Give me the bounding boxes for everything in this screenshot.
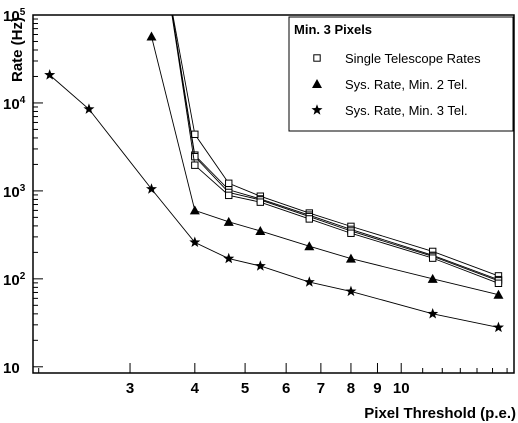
data-point-3-5	[347, 229, 355, 237]
data-point-4-2	[223, 216, 234, 226]
data-point-5-4	[223, 252, 235, 264]
data-point-4-0	[146, 31, 157, 41]
plot-frame	[32, 14, 515, 374]
y-tick-label: 102	[3, 271, 26, 289]
data-point-2-1	[191, 152, 199, 161]
series-line-4	[151, 36, 499, 296]
y-tick-label: 104	[3, 95, 26, 113]
legend-marker-2	[311, 104, 323, 115]
x-tick-label: 8	[347, 380, 355, 397]
legend-label-2: Sys. Rate, Min. 3 Tel.	[345, 103, 468, 118]
y-axis-title: Rate (Hz)	[9, 17, 26, 82]
data-point-0-2	[225, 179, 233, 188]
data-point-4-6	[427, 273, 438, 283]
data-point-4-1	[189, 205, 200, 215]
y-tick-label: 103	[3, 183, 26, 201]
x-tick-label: 4	[191, 380, 200, 397]
legend-marker-0	[313, 54, 321, 62]
series-line-0	[172, 15, 499, 277]
x-tick-label: 9	[373, 380, 381, 397]
data-point-3-2	[225, 191, 233, 200]
data-point-5-2	[145, 183, 158, 194]
legend: Min. 3 Pixels Single Telescope Rates Sys. …	[288, 16, 514, 132]
x-axis-title: Pixel Threshold (p.e.)	[364, 405, 516, 422]
series-line-2	[171, 15, 499, 282]
legend-label-0: Single Telescope Rates	[345, 51, 481, 66]
x-tick-label: 3	[126, 380, 134, 397]
x-tick-label: 5	[241, 380, 249, 397]
series-line-1	[171, 15, 499, 281]
data-point-5-0	[44, 69, 56, 80]
series-line-5	[49, 74, 499, 328]
data-point-5-1	[83, 103, 95, 114]
data-point-3-6	[428, 254, 437, 262]
x-tick-label: 10	[393, 380, 410, 397]
legend-box	[288, 16, 514, 132]
data-point-5-6	[303, 276, 315, 287]
data-point-0-1	[191, 130, 199, 139]
legend-marker-1	[312, 79, 322, 88]
data-point-5-5	[254, 260, 266, 271]
legend-label-1: Sys. Rate, Min. 2 Tel.	[345, 77, 468, 92]
data-point-3-1	[191, 161, 199, 169]
data-point-4-5	[345, 253, 356, 263]
data-point-3-3	[256, 198, 265, 206]
series-line-3	[171, 15, 499, 284]
data-point-5-8	[427, 308, 439, 319]
legend-title: Min. 3 Pixels	[294, 22, 372, 37]
data-point-3-4	[305, 215, 314, 223]
data-point-4-7	[493, 289, 504, 299]
data-point-5-3	[189, 236, 201, 248]
data-point-3-7	[494, 279, 503, 287]
data-point-4-4	[304, 241, 315, 251]
x-tick-label: 6	[282, 380, 290, 397]
series-layer	[44, 15, 504, 333]
y-tick-label: 10	[3, 360, 20, 377]
data-point-4-3	[255, 225, 266, 235]
data-point-5-9	[492, 321, 504, 333]
x-tick-label: 7	[317, 380, 325, 397]
data-point-5-7	[345, 285, 357, 297]
